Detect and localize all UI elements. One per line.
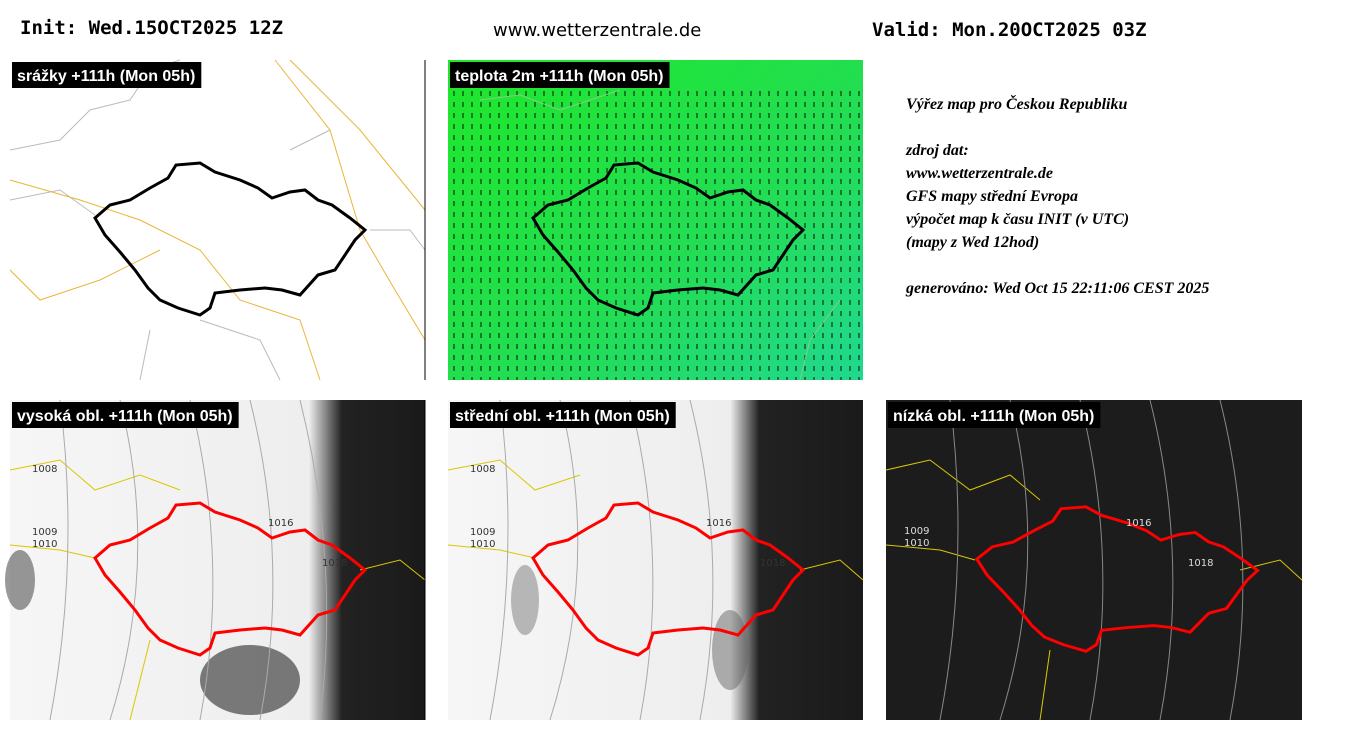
init-time: Init: Wed.15OCT2025 12Z (20, 17, 283, 39)
info-line: Výřez map pro Českou Republiku (906, 94, 1127, 113)
isobar-label: 1009 (32, 527, 57, 538)
isobar-label: 1016 (268, 518, 293, 529)
isobar-label: 1010 (904, 538, 929, 549)
isobar-label: 1008 (32, 464, 57, 475)
isobar-label: 1009 (470, 527, 495, 538)
panel-label: nízká obl. +111h (Mon 05h) (893, 408, 1094, 425)
panel-label: střední obl. +111h (Mon 05h) (455, 408, 670, 425)
info-line: (mapy z Wed 12hod) (906, 234, 1039, 251)
isobar-label: 1018 (760, 558, 785, 569)
panel-label: teplota 2m +111h (Mon 05h) (455, 68, 664, 85)
panel-label-bg (12, 62, 202, 88)
map-temperature (448, 60, 863, 381)
info-line: zdroj dat: (905, 142, 969, 159)
isobar-label: 1016 (706, 518, 731, 529)
panel-label-bg (888, 402, 1101, 428)
panel-label-bg (12, 402, 239, 428)
panel-label-bg (450, 62, 670, 88)
panel-label: srážky +111h (Mon 05h) (17, 68, 195, 85)
info-line: generováno: Wed Oct 15 22:11:06 CEST 202… (905, 280, 1209, 297)
info-line: GFS mapy střední Evropa (906, 188, 1078, 205)
map-low-cloud (885, 399, 1303, 721)
isobar-label: 1009 (904, 526, 929, 537)
isobar-label: 1016 (1126, 518, 1151, 529)
info-line: www.wetterzentrale.de (906, 165, 1053, 182)
panel-label-bg (450, 402, 676, 428)
site: www.wetterzentrale.de (493, 20, 701, 41)
isobar-label: 1008 (470, 464, 495, 475)
info-line: výpočet map k času INIT (v UTC) (906, 211, 1129, 228)
info-text: Výřez map pro Českou Republiku zdroj dat:… (905, 94, 1209, 297)
map-mid-cloud (447, 399, 864, 721)
isobar-label: 1018 (1188, 558, 1213, 569)
panel-label: vysoká obl. +111h (Mon 05h) (17, 408, 233, 425)
map-high-cloud (5, 399, 426, 721)
isobar-label: 1018 (322, 558, 347, 569)
isobar-label: 1010 (32, 539, 57, 550)
isobar-label: 1010 (470, 539, 495, 550)
valid-time: Valid: Mon.20OCT2025 03Z (872, 19, 1147, 41)
map-precip (9, 59, 426, 381)
